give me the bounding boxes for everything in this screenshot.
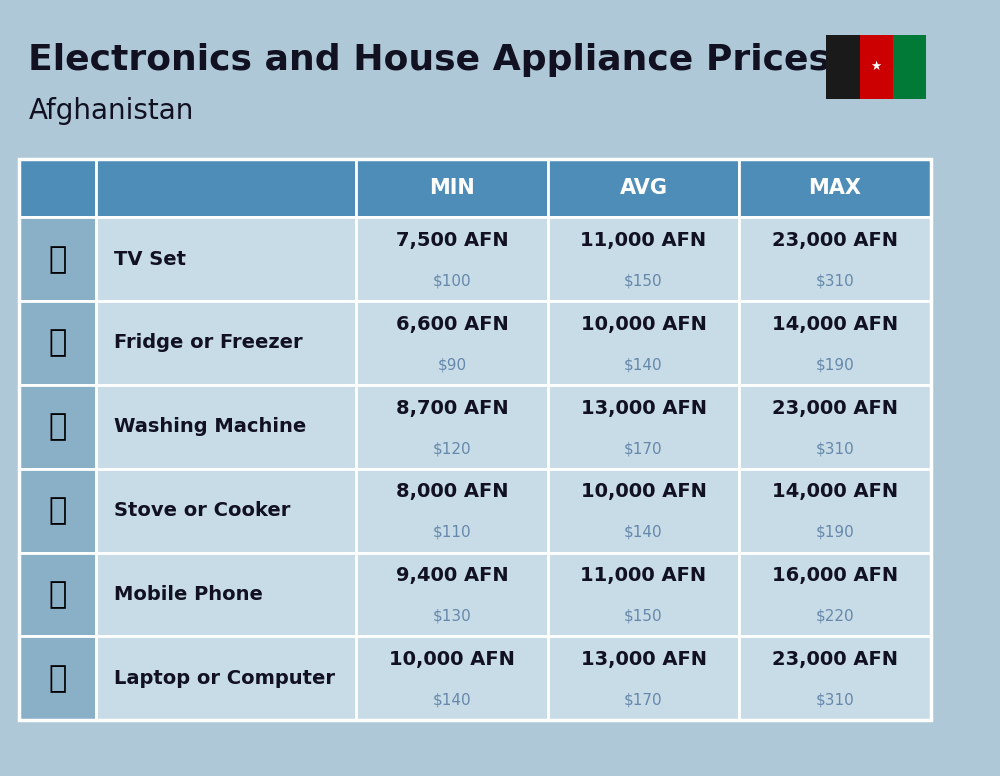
Text: 6,600 AFN: 6,600 AFN	[396, 315, 508, 334]
Bar	[739, 636, 931, 720]
Text: $150: $150	[624, 608, 663, 624]
Text: $190: $190	[816, 525, 854, 540]
Bar	[739, 385, 931, 469]
Bar	[356, 159, 548, 217]
Text: 9,400 AFN: 9,400 AFN	[396, 566, 508, 585]
Text: $220: $220	[816, 608, 854, 624]
Bar	[548, 469, 739, 553]
Text: 10,000 AFN: 10,000 AFN	[581, 315, 706, 334]
Text: ★: ★	[871, 61, 882, 73]
Bar	[739, 469, 931, 553]
Bar	[19, 636, 96, 720]
Bar	[96, 301, 356, 385]
Text: $150: $150	[624, 273, 663, 289]
Text: 🌀: 🌀	[49, 412, 67, 442]
Bar	[19, 159, 96, 217]
Bar	[548, 159, 739, 217]
Bar	[826, 35, 860, 99]
Bar	[96, 553, 356, 636]
Bar	[893, 35, 926, 99]
Text: $310: $310	[816, 441, 854, 456]
Bar	[19, 469, 96, 553]
Text: 16,000 AFN: 16,000 AFN	[772, 566, 898, 585]
Bar	[548, 301, 739, 385]
Bar	[548, 217, 739, 301]
Text: Mobile Phone: Mobile Phone	[114, 585, 262, 604]
Text: $170: $170	[624, 692, 663, 708]
Text: 📺: 📺	[49, 244, 67, 274]
Text: Fridge or Freezer: Fridge or Freezer	[114, 334, 302, 352]
Text: 🔥: 🔥	[49, 496, 67, 525]
Bar	[19, 217, 96, 301]
Bar	[96, 636, 356, 720]
Bar	[96, 469, 356, 553]
Text: $190: $190	[816, 357, 854, 372]
Bar	[356, 553, 548, 636]
Text: 11,000 AFN: 11,000 AFN	[580, 231, 707, 250]
Text: Stove or Cooker: Stove or Cooker	[114, 501, 290, 520]
Text: 23,000 AFN: 23,000 AFN	[772, 399, 898, 417]
Bar	[739, 217, 931, 301]
Text: MAX: MAX	[809, 178, 862, 198]
Bar	[548, 553, 739, 636]
Text: 8,000 AFN: 8,000 AFN	[396, 483, 508, 501]
Text: 23,000 AFN: 23,000 AFN	[772, 231, 898, 250]
Bar	[356, 636, 548, 720]
Text: 11,000 AFN: 11,000 AFN	[580, 566, 707, 585]
Bar	[96, 385, 356, 469]
Bar	[548, 385, 739, 469]
Text: 13,000 AFN: 13,000 AFN	[581, 399, 707, 417]
Text: 13,000 AFN: 13,000 AFN	[581, 650, 707, 669]
Text: $140: $140	[624, 525, 663, 540]
Text: 10,000 AFN: 10,000 AFN	[581, 483, 706, 501]
Text: MIN: MIN	[429, 178, 475, 198]
Text: Washing Machine: Washing Machine	[114, 417, 306, 436]
Bar	[96, 159, 356, 217]
Bar	[19, 385, 96, 469]
Bar	[96, 217, 356, 301]
Bar	[356, 217, 548, 301]
Text: $90: $90	[438, 357, 467, 372]
Text: $310: $310	[816, 692, 854, 708]
Bar	[19, 301, 96, 385]
Text: 8,700 AFN: 8,700 AFN	[396, 399, 508, 417]
Bar	[739, 553, 931, 636]
Text: 📱: 📱	[49, 580, 67, 609]
Text: AVG: AVG	[620, 178, 668, 198]
Text: $170: $170	[624, 441, 663, 456]
Text: $110: $110	[433, 525, 471, 540]
Text: 🧊: 🧊	[49, 328, 67, 358]
Text: 10,000 AFN: 10,000 AFN	[389, 650, 515, 669]
Text: Electronics and House Appliance Prices: Electronics and House Appliance Prices	[28, 43, 830, 77]
Bar	[19, 159, 931, 720]
Text: Afghanistan: Afghanistan	[28, 97, 194, 125]
Bar	[356, 469, 548, 553]
Text: $100: $100	[433, 273, 471, 289]
Bar	[860, 35, 893, 99]
Bar	[19, 553, 96, 636]
Bar	[548, 636, 739, 720]
Text: TV Set: TV Set	[114, 250, 186, 268]
Text: Laptop or Computer: Laptop or Computer	[114, 669, 335, 688]
Text: 14,000 AFN: 14,000 AFN	[772, 315, 898, 334]
Bar	[356, 301, 548, 385]
Text: 7,500 AFN: 7,500 AFN	[396, 231, 508, 250]
Text: $120: $120	[433, 441, 471, 456]
Text: 14,000 AFN: 14,000 AFN	[772, 483, 898, 501]
Text: 23,000 AFN: 23,000 AFN	[772, 650, 898, 669]
Bar	[356, 385, 548, 469]
Text: $140: $140	[433, 692, 471, 708]
Text: $130: $130	[433, 608, 471, 624]
Text: $140: $140	[624, 357, 663, 372]
Bar	[739, 159, 931, 217]
Bar	[739, 301, 931, 385]
Text: $310: $310	[816, 273, 854, 289]
Text: 💻: 💻	[49, 663, 67, 693]
